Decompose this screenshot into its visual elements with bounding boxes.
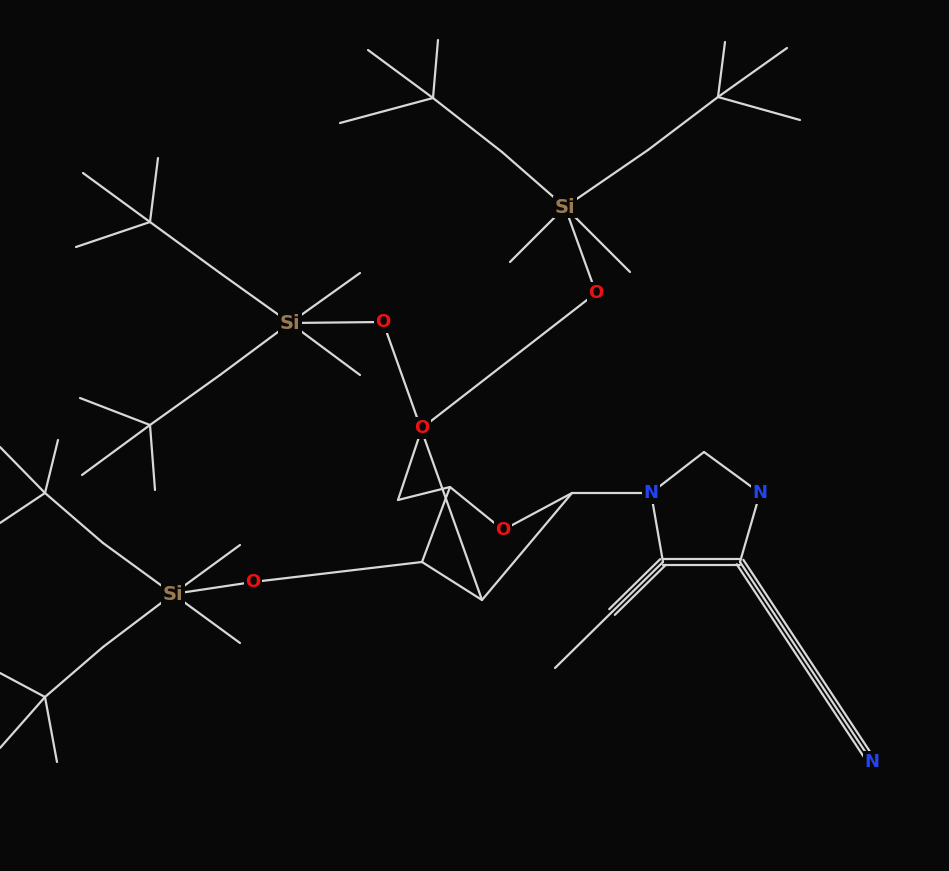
Text: O: O — [588, 284, 604, 302]
Text: Si: Si — [554, 198, 575, 217]
Text: O: O — [495, 521, 511, 539]
Text: N: N — [865, 753, 880, 771]
Text: Si: Si — [162, 584, 183, 604]
Text: O: O — [376, 313, 391, 331]
Text: Si: Si — [280, 314, 300, 333]
Text: N: N — [753, 484, 768, 502]
Text: O: O — [415, 419, 430, 437]
Text: O: O — [246, 573, 261, 591]
Text: N: N — [643, 484, 659, 502]
